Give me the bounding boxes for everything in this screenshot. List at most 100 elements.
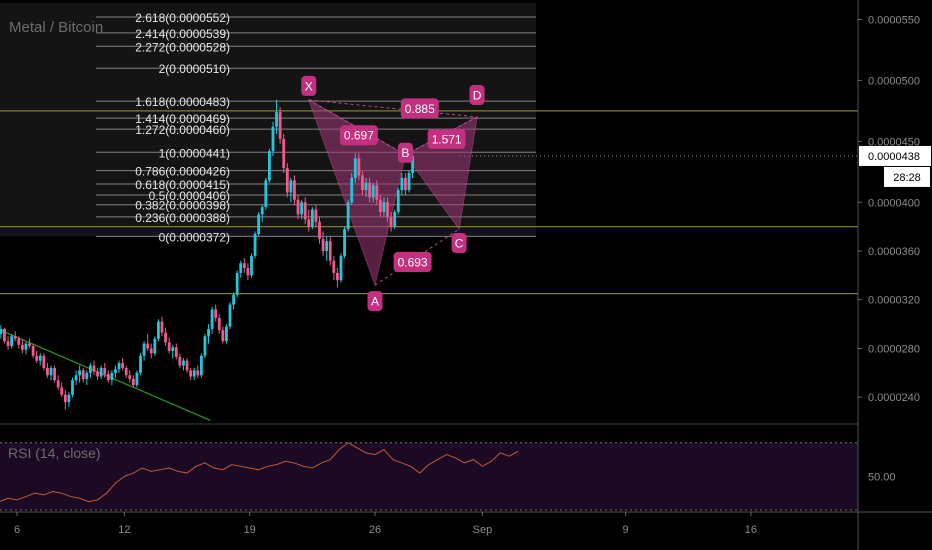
candle-body[interactable] (20, 344, 24, 350)
candle-body[interactable] (278, 112, 282, 139)
candle-body[interactable] (185, 360, 189, 371)
candle-body[interactable] (239, 263, 243, 273)
candle-body[interactable] (396, 190, 400, 212)
candle-body[interactable] (99, 367, 103, 377)
candle-body[interactable] (361, 175, 364, 191)
candle-body[interactable] (189, 370, 193, 377)
candle-body[interactable] (103, 367, 107, 375)
candle-body[interactable] (81, 370, 85, 379)
candle-body[interactable] (271, 126, 275, 152)
candle-body[interactable] (149, 348, 153, 354)
candle-body[interactable] (42, 355, 46, 368)
candle-body[interactable] (174, 347, 178, 357)
candle-body[interactable] (74, 375, 78, 381)
candle-body[interactable] (242, 263, 246, 269)
candle-body[interactable] (78, 370, 82, 376)
candle-body[interactable] (318, 221, 321, 239)
candle-body[interactable] (289, 180, 293, 193)
candle-body[interactable] (171, 347, 175, 351)
candle-body[interactable] (343, 229, 346, 256)
candle-body[interactable] (139, 355, 142, 373)
candle-body[interactable] (60, 387, 64, 395)
candle-body[interactable] (336, 272, 339, 281)
candle-body[interactable] (124, 367, 128, 376)
candle-body[interactable] (250, 255, 253, 276)
candle-body[interactable] (13, 336, 17, 339)
candle-body[interactable] (346, 202, 350, 230)
candle-body[interactable] (404, 177, 407, 191)
candle-body[interactable] (92, 365, 96, 372)
candle-body[interactable] (225, 326, 228, 342)
candle-body[interactable] (282, 138, 286, 169)
candle-body[interactable] (293, 180, 296, 200)
candle-body[interactable] (67, 394, 71, 403)
pattern-badge[interactable]: 0.885 (400, 98, 439, 119)
pattern-badge[interactable]: A (367, 291, 383, 312)
candle-body[interactable] (88, 365, 92, 373)
candle-body[interactable] (121, 363, 125, 368)
candle-body[interactable] (235, 272, 239, 295)
candle-body[interactable] (31, 346, 35, 356)
candle-body[interactable] (160, 321, 164, 333)
candle-body[interactable] (28, 343, 31, 347)
candle-body[interactable] (85, 372, 89, 379)
candle-body[interactable] (357, 158, 361, 176)
candle-body[interactable] (210, 309, 214, 329)
candle-body[interactable] (10, 336, 14, 347)
candle-body[interactable] (182, 360, 185, 366)
candle-body[interactable] (285, 168, 289, 193)
candle-body[interactable] (128, 375, 132, 379)
candle-body[interactable] (400, 177, 404, 191)
candle-body[interactable] (221, 330, 225, 342)
candle-body[interactable] (214, 309, 218, 318)
candle-body[interactable] (96, 371, 99, 377)
candle-body[interactable] (328, 241, 332, 261)
candle-body[interactable] (56, 380, 60, 388)
candle-body[interactable] (217, 318, 221, 331)
candle-body[interactable] (164, 332, 167, 343)
candle-body[interactable] (264, 180, 268, 208)
candle-body[interactable] (407, 173, 411, 191)
candle-body[interactable] (199, 355, 203, 376)
candle-body[interactable] (207, 328, 210, 337)
pattern-badge[interactable]: 1.571 (427, 128, 466, 149)
pattern-badge[interactable]: B (397, 142, 413, 163)
last-price-tag[interactable] (859, 145, 931, 166)
candle-body[interactable] (17, 338, 21, 345)
candle-body[interactable] (267, 151, 271, 181)
candle-body[interactable] (321, 238, 325, 251)
candle-body[interactable] (378, 199, 382, 212)
candle-body[interactable] (257, 214, 261, 234)
candle-body[interactable] (131, 378, 135, 386)
pattern-badge[interactable]: C (451, 233, 467, 254)
candle-body[interactable] (314, 209, 318, 222)
candle-body[interactable] (196, 370, 200, 376)
candle-body[interactable] (411, 155, 414, 174)
candle-body[interactable] (371, 185, 375, 198)
candle-body[interactable] (296, 199, 300, 215)
candle-body[interactable] (364, 182, 368, 191)
candle-body[interactable] (253, 233, 257, 256)
candle-body[interactable] (192, 370, 196, 377)
candle-body[interactable] (142, 343, 146, 356)
candle-body[interactable] (389, 216, 393, 227)
candle-body[interactable] (307, 219, 311, 227)
candle-body[interactable] (393, 212, 397, 227)
candle-body[interactable] (53, 367, 56, 381)
pattern-badge[interactable]: 0.697 (339, 125, 378, 146)
pattern-badge[interactable]: D (469, 84, 485, 105)
candle-body[interactable] (232, 294, 235, 305)
candle-body[interactable] (167, 342, 171, 351)
candle-body[interactable] (153, 338, 157, 354)
candlesticks[interactable] (0, 99, 414, 410)
candle-body[interactable] (146, 343, 150, 349)
candle-body[interactable] (353, 158, 357, 178)
candle-body[interactable] (24, 343, 28, 350)
candle-body[interactable] (375, 185, 379, 200)
candle-body[interactable] (63, 394, 67, 403)
pattern-badges[interactable]: X A B C D 0.885 0.697 1.571 0.693 (301, 75, 485, 312)
candle-body[interactable] (114, 369, 117, 373)
candle-body[interactable] (246, 268, 250, 276)
candle-body[interactable] (46, 367, 49, 376)
